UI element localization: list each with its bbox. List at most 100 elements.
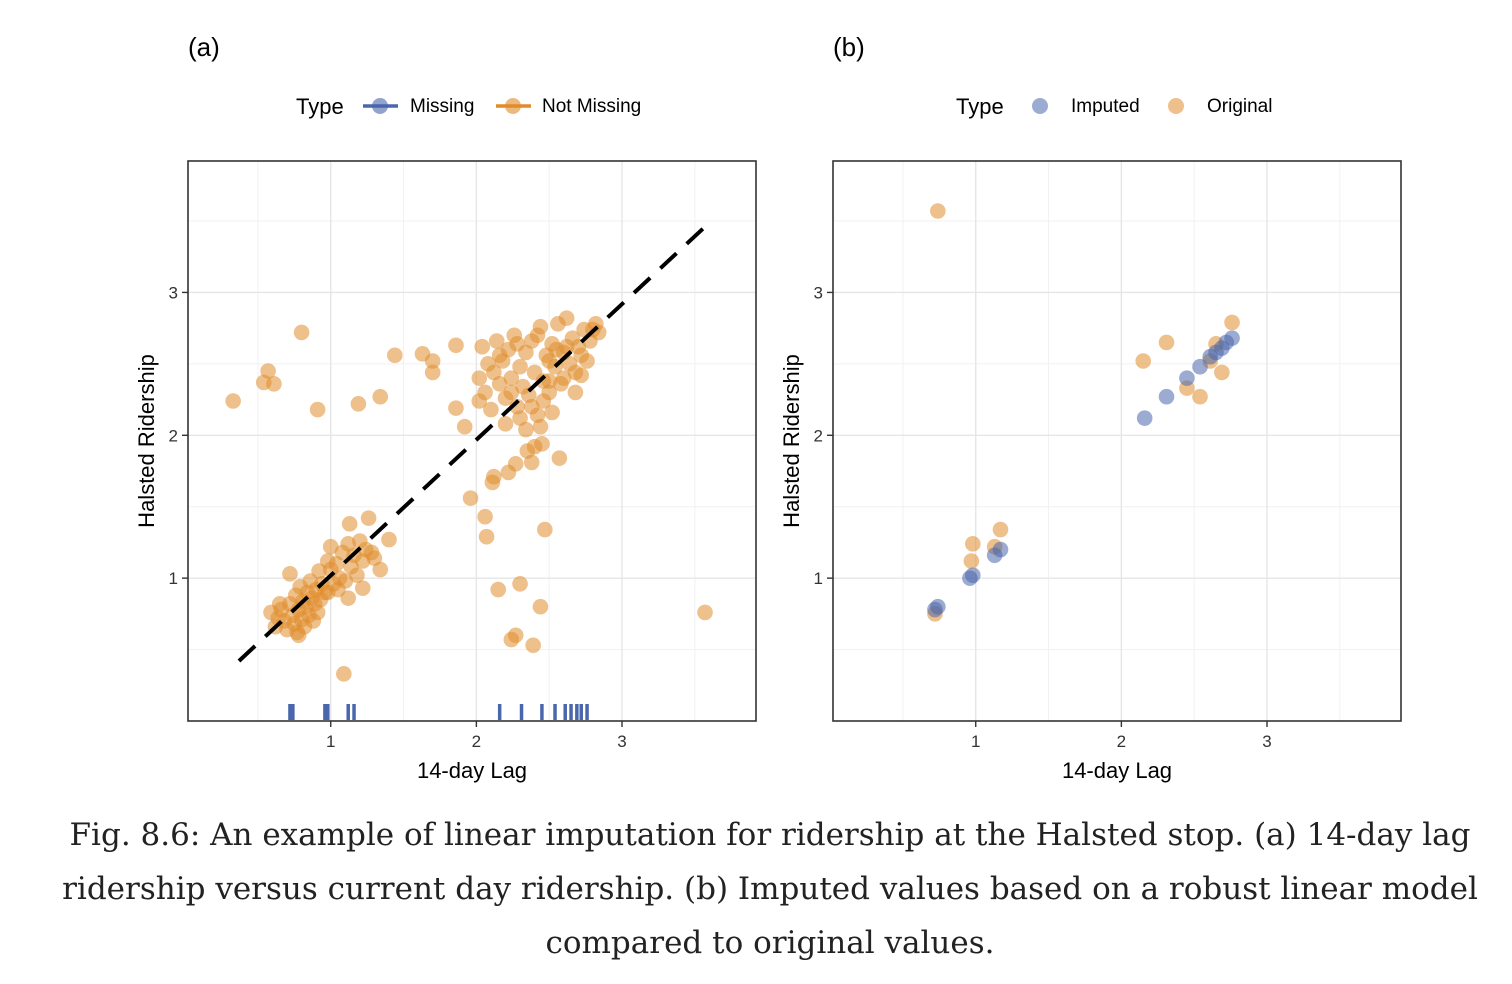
legend-b: Type Imputed Original [956,94,1272,119]
point-not-missing [477,384,493,401]
point-not-missing [573,367,590,384]
point-not-missing [512,576,528,592]
point-imputed [1179,370,1195,386]
point-original [930,203,946,219]
point-not-missing [350,396,367,412]
panel-background [188,161,756,721]
point-not-missing [340,590,357,606]
point-not-missing [471,370,488,386]
point-imputed [930,598,946,615]
point-not-missing [309,401,326,418]
y-axis-title-a: Halsted Ridership [134,354,159,528]
point-not-missing [478,528,495,545]
point-original [965,536,981,552]
point-original [1135,353,1152,369]
point-original [1158,334,1175,351]
legend-key-not-missing-point [505,98,521,114]
figure-caption: Fig. 8.6: An example of linear imputatio… [62,817,1478,961]
point-not-missing [462,490,479,506]
point-not-missing [349,567,365,584]
point-not-missing [225,393,241,409]
legend-key-imputed-point [1032,98,1048,114]
plot-area-b [927,203,1240,622]
point-not-missing [544,404,560,421]
point-original [963,553,980,569]
point-not-missing [558,338,575,355]
point-not-missing [293,324,310,341]
point-imputed [992,541,1009,558]
y-tick-label: 1 [169,569,178,588]
point-not-missing [354,580,371,596]
point-not-missing [523,398,540,415]
point-not-missing [535,393,552,409]
point-not-missing [532,598,549,615]
y-tick-label: 2 [169,426,178,445]
point-original [1192,388,1208,405]
point-not-missing [490,581,507,598]
legend-key-missing-point [372,98,388,114]
point-not-missing [541,353,557,369]
point-not-missing [483,401,499,418]
point-not-missing [456,418,473,435]
x-tick-label: 3 [1262,732,1271,751]
figure-8-6: (a) Type Missing Not Missing 1 2 3 1 2 3 14-d… [134,32,1402,783]
y-tick-label: 1 [814,569,823,588]
point-not-missing [507,627,524,644]
point-not-missing [497,416,514,432]
point-not-missing [558,310,575,326]
point-not-missing [503,370,520,386]
point-not-missing [509,336,525,352]
legend-label-not-missing: Not Missing [542,96,641,117]
plot-area-a [225,225,713,720]
point-imputed [965,567,981,584]
y-axis-title-b: Halsted Ridership [779,354,804,528]
point-not-missing [372,561,389,578]
point-not-missing [448,337,464,354]
point-not-missing [555,370,572,386]
ticks-b: 1 2 3 1 2 3 [814,283,1272,751]
point-not-missing [271,596,288,612]
point-not-missing [488,333,505,349]
point-not-missing [260,363,276,379]
point-original [1224,314,1240,331]
y-tick-label: 2 [814,426,823,445]
panel-b: (b) Type Imputed Original 1 2 3 1 2 3 14-day … [779,32,1402,783]
legend-a: Type Missing Not Missing [296,94,641,119]
panel-label-b: (b) [833,32,865,62]
point-not-missing [534,436,550,452]
point-not-missing [290,627,307,644]
point-not-missing [529,327,546,344]
point-not-missing [360,510,377,526]
y-tick-label: 3 [169,283,178,302]
legend-title-b: Type [956,94,1004,119]
panel-a: (a) Type Missing Not Missing 1 2 3 1 2 3 14-d… [134,32,757,783]
point-original [1214,364,1230,381]
point-not-missing [322,538,339,555]
legend-label-original: Original [1207,96,1272,117]
panel-label-a: (a) [188,32,220,62]
x-tick-label: 1 [971,732,980,751]
x-tick-label: 3 [617,732,626,751]
point-imputed [1224,330,1240,346]
point-not-missing [486,468,502,485]
point-not-missing [372,388,389,405]
point-not-missing [551,450,568,466]
point-not-missing [448,400,464,416]
point-not-missing [282,566,298,582]
point-not-missing [424,364,441,381]
x-tick-label: 1 [326,732,335,751]
legend-label-imputed: Imputed [1071,96,1140,117]
panel-background [833,161,1401,721]
point-not-missing [320,584,336,601]
x-axis-title-a: 14-day Lag [417,758,527,783]
legend-label-missing: Missing [410,96,474,117]
point-not-missing [503,384,520,401]
grid-b [833,161,1401,721]
point-not-missing [424,353,441,369]
point-not-missing [341,516,358,532]
legend-title-a: Type [296,94,344,119]
panel-border-b [832,160,1402,722]
point-imputed [1158,388,1175,405]
legend-key-original-point [1168,98,1184,114]
point-not-missing [697,604,713,621]
